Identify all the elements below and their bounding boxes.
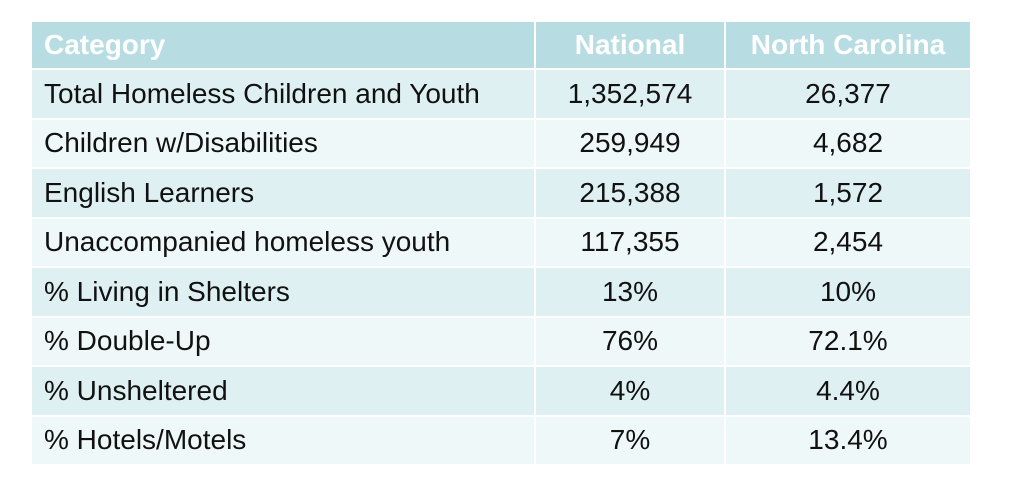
north-carolina-value: 1,572 [726,169,970,219]
header-cell-national: National [536,22,726,70]
row-label: % Double-Up [32,317,536,367]
north-carolina-value: 72.1% [726,317,970,367]
row-label: English Learners [32,169,536,219]
north-carolina-value: 10% [726,268,970,318]
table-row: % Double-Up 76% 72.1% [32,317,970,367]
table-row: % Unsheltered 4% 4.4% [32,367,970,417]
national-value: 7% [536,416,726,466]
national-value: 13% [536,268,726,318]
national-value: 1,352,574 [536,70,726,120]
row-label: % Living in Shelters [32,268,536,318]
table-row: Children w/Disabilities 259,949 4,682 [32,119,970,169]
row-label: % Unsheltered [32,367,536,417]
national-value: 117,355 [536,218,726,268]
north-carolina-value: 26,377 [726,70,970,120]
table-row: % Hotels/Motels 7% 13.4% [32,416,970,466]
north-carolina-value: 4,682 [726,119,970,169]
table-row: Unaccompanied homeless youth 117,355 2,4… [32,218,970,268]
national-value: 76% [536,317,726,367]
table-row: % Living in Shelters 13% 10% [32,268,970,318]
national-value: 259,949 [536,119,726,169]
row-label: % Hotels/Motels [32,416,536,466]
table-header-row: Category National North Carolina [32,22,970,70]
table-row: Total Homeless Children and Youth 1,352,… [32,70,970,120]
table-row: English Learners 215,388 1,572 [32,169,970,219]
header-cell-category: Category [32,22,536,70]
header-cell-north-carolina: North Carolina [726,22,970,70]
row-label: Children w/Disabilities [32,119,536,169]
row-label: Unaccompanied homeless youth [32,218,536,268]
national-value: 215,388 [536,169,726,219]
data-table: Category National North Carolina Total H… [32,22,970,466]
north-carolina-value: 4.4% [726,367,970,417]
north-carolina-value: 2,454 [726,218,970,268]
row-label: Total Homeless Children and Youth [32,70,536,120]
north-carolina-value: 13.4% [726,416,970,466]
national-value: 4% [536,367,726,417]
